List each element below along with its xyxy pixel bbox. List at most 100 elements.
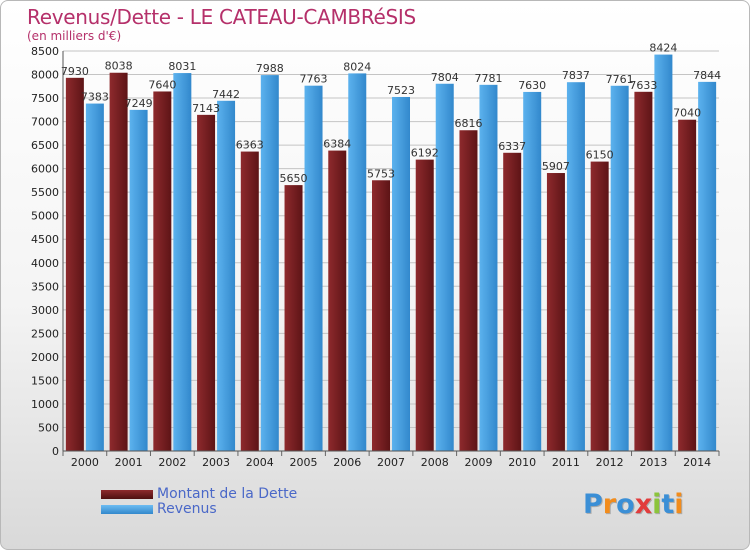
data-label: 5650 [280, 172, 308, 185]
data-label: 7633 [629, 79, 657, 92]
bars [65, 54, 717, 452]
x-tick-label: 2001 [115, 456, 143, 469]
bar-revenus [260, 75, 279, 451]
y-tick-label: 7000 [31, 116, 59, 129]
bar-revenus [523, 91, 542, 452]
data-label: 5753 [367, 167, 395, 180]
data-label: 7837 [562, 69, 590, 82]
bar-dette [240, 151, 259, 452]
y-tick-label: 4000 [31, 257, 59, 270]
data-label: 6192 [411, 147, 439, 160]
bar-revenus [392, 96, 410, 451]
y-tick-label: 3500 [31, 280, 59, 293]
bar-dette [634, 91, 653, 452]
bar-revenus [479, 84, 498, 451]
data-label: 7640 [148, 78, 176, 91]
data-label: 7249 [125, 97, 153, 110]
x-tick-label: 2014 [683, 456, 711, 469]
bar-revenus [654, 54, 673, 451]
x-tick-label: 2002 [158, 456, 186, 469]
y-tick-label: 5500 [31, 186, 59, 199]
bar-dette [109, 72, 128, 451]
x-tick-label: 2003 [202, 456, 230, 469]
x-tick-label: 2007 [377, 456, 405, 469]
data-label: 7761 [606, 73, 634, 86]
bar-revenus [217, 100, 236, 451]
data-label: 7383 [81, 91, 109, 104]
y-tick-label: 6500 [31, 139, 59, 152]
data-label: 6337 [498, 140, 526, 153]
bar-dette [153, 91, 172, 452]
x-tick-label: 2011 [552, 456, 580, 469]
logo-letter: i [652, 489, 662, 520]
logo-letter: i [674, 489, 684, 520]
data-label: 6384 [323, 138, 351, 151]
bar-dette [372, 180, 390, 452]
bar-dette [65, 77, 84, 451]
x-tick-label: 2006 [333, 456, 361, 469]
bar-revenus [85, 103, 104, 452]
bar-dette [415, 159, 434, 452]
proxiti-logo: Proxiti [583, 489, 684, 520]
bar-revenus [566, 82, 585, 451]
data-label: 7442 [212, 88, 240, 101]
axes [62, 51, 719, 452]
data-label: 5907 [542, 160, 570, 173]
data-label: 8024 [343, 60, 371, 73]
y-tick-label: 0 [52, 445, 59, 458]
data-label: 7930 [61, 65, 89, 78]
bar-revenus [610, 85, 629, 451]
data-label: 7040 [673, 107, 701, 120]
bar-dette [459, 130, 478, 451]
x-tick-label: 2012 [596, 456, 624, 469]
y-axis-ticks: 0 500 1000 1500 2000 2500 3000 3500 4000 4500 5000… [31, 45, 59, 458]
bar-dette [546, 173, 565, 451]
bar-revenus [173, 73, 192, 451]
y-tick-label: 3000 [31, 304, 59, 317]
bar-dette [503, 152, 522, 451]
x-tick-label: 2004 [246, 456, 274, 469]
data-label: 6816 [454, 117, 482, 130]
bar-revenus [698, 81, 717, 451]
chart-subtitle: (en milliers d'€) [27, 29, 122, 43]
y-tick-label: 2000 [31, 351, 59, 364]
data-label: 7630 [518, 79, 546, 92]
bar-revenus [129, 109, 148, 451]
logo-letter: P [583, 489, 603, 520]
y-tick-label: 2500 [31, 327, 59, 340]
data-label: 7523 [387, 84, 415, 97]
bar-revenus [348, 73, 367, 452]
bar-dette [284, 185, 303, 451]
y-tick-label: 6000 [31, 163, 59, 176]
bar-dette [328, 150, 347, 451]
bar-revenus [435, 83, 454, 452]
x-tick-label: 2005 [290, 456, 318, 469]
legend-swatch-revenus [101, 505, 153, 514]
data-label: 7844 [693, 69, 721, 82]
chart-title: Revenus/Dette - LE CATEAU-CAMBRéSIS [27, 5, 416, 29]
x-axis-ticks: 2000 2001 2002 2003 2004 2005 2006 2007 2008 2009… [62, 451, 720, 469]
data-label: 8424 [649, 42, 677, 55]
data-label: 7804 [431, 71, 459, 84]
y-tick-label: 7500 [31, 92, 59, 105]
data-label: 6150 [586, 149, 614, 162]
bar-dette [678, 119, 697, 452]
data-label: 7763 [300, 73, 328, 86]
legend-label-revenus: Revenus [157, 501, 217, 517]
x-tick-label: 2009 [464, 456, 492, 469]
logo-letter: x [634, 489, 653, 520]
y-tick-label: 8000 [31, 69, 59, 82]
x-tick-label: 2000 [71, 456, 99, 469]
data-label: 8031 [168, 60, 196, 73]
logo-letter: o [616, 489, 635, 520]
y-tick-label: 500 [38, 421, 59, 434]
legend-swatch-dette [101, 490, 153, 499]
bar-revenus [304, 85, 323, 452]
x-tick-label: 2013 [639, 456, 667, 469]
bar-dette [197, 114, 216, 451]
y-tick-label: 5000 [31, 210, 59, 223]
y-tick-label: 1500 [31, 374, 59, 387]
